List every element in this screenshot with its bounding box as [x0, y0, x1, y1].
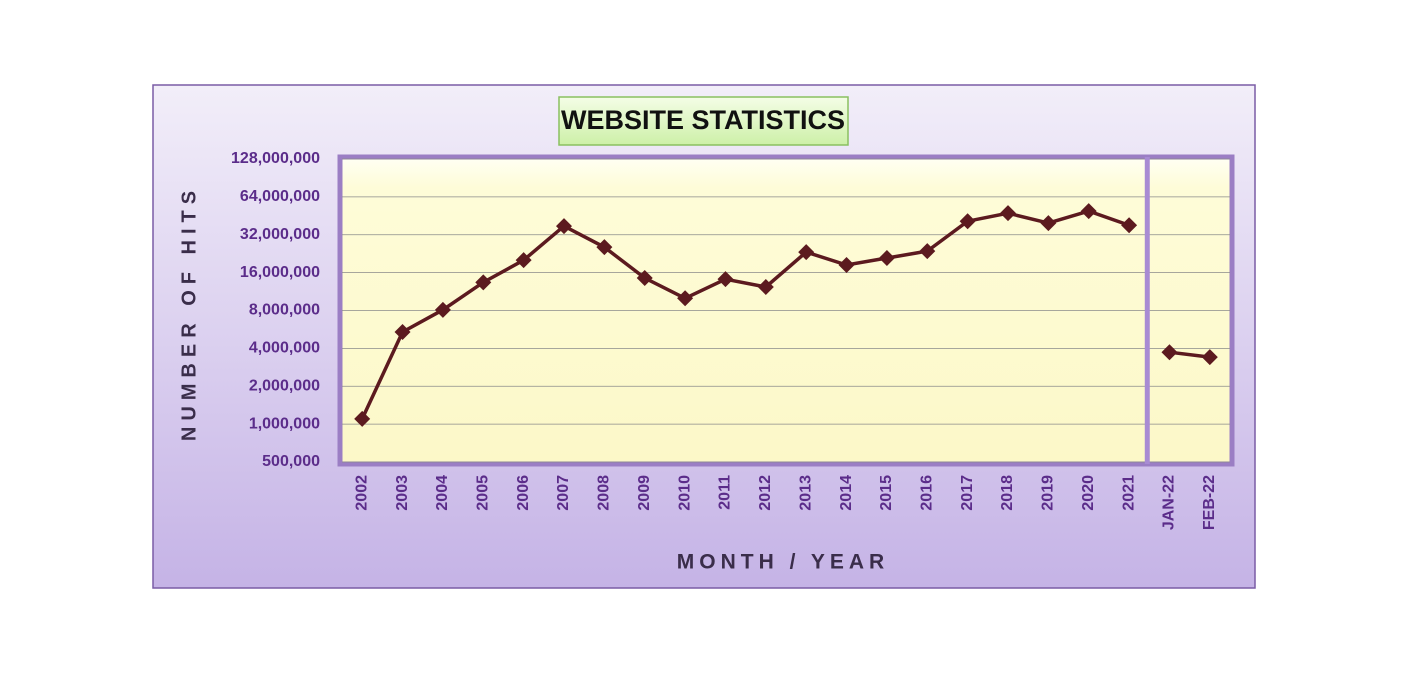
x-tick-label: 2018	[999, 475, 1016, 511]
data-point	[1201, 349, 1218, 366]
data-point	[1121, 217, 1138, 234]
data-point	[1040, 215, 1057, 232]
data-point	[1080, 203, 1097, 220]
data-point	[515, 252, 532, 269]
x-tick-label: 2019	[1040, 475, 1057, 511]
data-point	[354, 410, 371, 427]
y-tick-label: 2,000,000	[249, 377, 320, 394]
data-point	[1161, 344, 1178, 361]
x-tick-label: 2010	[676, 475, 693, 511]
data-point	[434, 301, 451, 318]
series-line	[360, 209, 1130, 420]
x-tick-label: 2006	[515, 475, 532, 511]
x-axis-title: MONTH / YEAR	[677, 551, 889, 574]
y-tick-label: 64,000,000	[240, 188, 320, 205]
data-point	[757, 278, 774, 295]
data-point	[959, 213, 976, 230]
x-tick-label: 2004	[434, 475, 451, 511]
data-point	[919, 243, 936, 260]
x-tick-label: 2015	[878, 475, 895, 511]
x-tick-label: 2009	[636, 475, 653, 511]
x-tick-label: 2016	[918, 475, 935, 511]
data-point	[475, 274, 492, 291]
title-box	[558, 96, 849, 146]
y-tick-label: 8,000,000	[249, 302, 320, 319]
data-point	[394, 323, 411, 340]
data-point	[717, 271, 734, 288]
x-tick-label: 2008	[596, 475, 613, 511]
data-point	[596, 239, 613, 256]
data-point	[1000, 205, 1016, 222]
x-tick-label: 2013	[797, 475, 814, 511]
x-tick-label: 2003	[394, 475, 411, 511]
x-tick-label: 2011	[717, 475, 734, 510]
data-point	[838, 256, 855, 273]
x-tick-label: 2007	[555, 475, 572, 511]
data-point	[636, 270, 653, 287]
x-tick-label: JAN-22	[1161, 475, 1178, 530]
data-point	[878, 250, 895, 267]
y-tick-label: 32,000,000	[240, 226, 320, 243]
x-tick-label: 2017	[959, 475, 976, 511]
data-point	[677, 290, 694, 307]
chart-title: WEBSITE STATISTICS	[561, 105, 845, 135]
x-tick-label: 2014	[838, 475, 855, 511]
data-point	[798, 244, 815, 261]
data-point	[556, 218, 572, 235]
y-axis-title: NUMBER OF HITS	[178, 185, 200, 441]
x-tick-label: 2021	[1120, 475, 1137, 511]
y-tick-label: 1,000,000	[249, 415, 320, 432]
y-tick-label: 500,000	[262, 453, 320, 470]
x-tick-label: 2012	[757, 475, 774, 511]
x-tick-label: FEB-22	[1201, 475, 1218, 530]
y-tick-label: 4,000,000	[249, 340, 320, 357]
x-tick-label: 2005	[474, 475, 491, 511]
y-tick-label: 16,000,000	[240, 264, 320, 281]
x-tick-label: 2020	[1080, 475, 1097, 511]
y-tick-label: 128,000,000	[231, 150, 320, 167]
x-tick-label: 2002	[353, 475, 370, 511]
